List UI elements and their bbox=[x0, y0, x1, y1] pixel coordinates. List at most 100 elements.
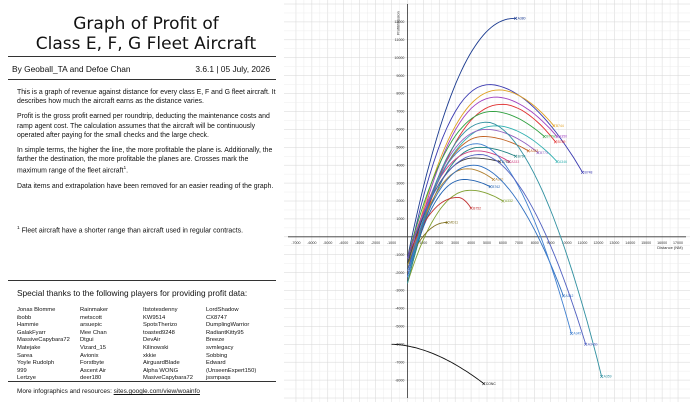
series-line bbox=[406, 121, 603, 377]
contributor-name: Jonas Blomme bbox=[17, 307, 56, 313]
byline: By Geoball_TA and Defoe Chan bbox=[12, 64, 131, 74]
page-title: Graph of Profit of Class E, F, G Fleet A… bbox=[35, 14, 257, 54]
series-line bbox=[391, 343, 485, 385]
x-tick-label: 12000 bbox=[593, 241, 603, 245]
x-tick-label: 9000 bbox=[547, 241, 555, 245]
range-marker bbox=[488, 185, 492, 189]
resources-link[interactable]: sites.google.com/view/woainfo bbox=[113, 388, 200, 395]
y-tick-label: 6000 bbox=[396, 128, 404, 132]
contributor-name: DumplingWarrior bbox=[206, 322, 250, 329]
x-tick-label: 1000 bbox=[419, 241, 427, 245]
x-tick-label: 5000 bbox=[483, 241, 491, 245]
x-tick-label: -2000 bbox=[371, 241, 380, 245]
range-marker bbox=[584, 342, 588, 346]
series-line bbox=[406, 111, 545, 259]
contributor-name: arsuepic bbox=[80, 322, 102, 329]
range-marker bbox=[555, 134, 559, 139]
x-tick-label: -7000 bbox=[291, 241, 300, 245]
divider bbox=[8, 56, 276, 57]
series-line bbox=[406, 196, 472, 259]
divider bbox=[8, 79, 276, 80]
series-label: A343 bbox=[530, 149, 538, 153]
contributor-name: GalakFyarr bbox=[17, 329, 46, 336]
range-marker bbox=[501, 199, 505, 203]
series-label: A359 bbox=[604, 375, 612, 379]
x-tick-label: -3000 bbox=[355, 241, 364, 245]
series-label: A346 bbox=[559, 160, 567, 164]
y-tick-label: 5000 bbox=[396, 145, 404, 149]
range-marker bbox=[561, 294, 566, 298]
range-marker bbox=[580, 170, 585, 174]
series-line bbox=[406, 143, 572, 334]
series-label: A380 bbox=[518, 17, 526, 21]
contributor-name: Dtgui bbox=[80, 337, 94, 344]
contributor-name: Vizard_15 bbox=[80, 344, 106, 351]
series-label: A345 bbox=[573, 332, 581, 336]
x-axis-label: Distance (NM) bbox=[657, 245, 683, 250]
contributor-name: Sobbing bbox=[206, 352, 228, 359]
y-tick-label: -4000 bbox=[395, 307, 404, 311]
series-line bbox=[406, 164, 564, 297]
contributor-name: Alpha WONG bbox=[143, 367, 179, 374]
contributor-name: Mee Chan bbox=[80, 329, 107, 336]
paragraph-simple: In simple terms, the higher the line, th… bbox=[17, 147, 273, 175]
contributor-name: Rainmaker bbox=[80, 307, 109, 313]
contributor-name: MasiveCapybara72 bbox=[143, 375, 193, 382]
contributor-name: Breeze bbox=[206, 337, 225, 344]
resources-line: More infographics and resources: sites.g… bbox=[17, 388, 200, 395]
contributor-name: Itstotesdenny bbox=[143, 307, 178, 313]
x-tick-label: 14000 bbox=[625, 241, 635, 245]
x-tick-label: -5000 bbox=[323, 241, 332, 245]
description: This is a graph of revenue against dista… bbox=[17, 88, 279, 197]
range-marker bbox=[507, 159, 511, 164]
series-line bbox=[406, 84, 583, 265]
range-marker bbox=[542, 134, 546, 139]
y-tick-label: 1000 bbox=[396, 217, 404, 221]
y-tick-label: -7000 bbox=[395, 360, 404, 364]
y-tick-label: -2000 bbox=[395, 271, 404, 275]
contributor-name: deer180 bbox=[80, 375, 102, 382]
x-tick-label: 8000 bbox=[531, 241, 539, 245]
x-tick-label: 3000 bbox=[451, 241, 459, 245]
contributor-name: Matejake bbox=[17, 344, 41, 351]
range-marker bbox=[555, 159, 559, 164]
series-line bbox=[406, 128, 539, 271]
y-tick-label: 3000 bbox=[396, 181, 404, 185]
x-tick-label: -4000 bbox=[339, 241, 348, 245]
y-tick-label: 9000 bbox=[396, 74, 404, 78]
contributor-name: Avionix bbox=[80, 352, 99, 359]
thanks-list: Jonas Blomme ibobb Hammie GalakFyarr Massive… bbox=[17, 307, 269, 383]
thanks-heading: Special thanks to the following players … bbox=[17, 288, 248, 298]
range-marker bbox=[514, 16, 518, 20]
paragraph-note: Data items and extrapolation have been r… bbox=[17, 182, 274, 190]
series-label: B77W bbox=[546, 135, 556, 139]
thanks-column: Jonas Blomme ibobb Hammie GalakFyarr Massive… bbox=[17, 307, 80, 383]
series-label: A346b bbox=[588, 342, 598, 346]
y-tick-label: -3000 bbox=[395, 289, 404, 293]
version-date: 3.6.1 | 05 July, 2026 bbox=[195, 64, 270, 74]
thanks-column: Itstotesdenny KW9514 SpotsTherizo toasted92… bbox=[143, 307, 206, 383]
x-tick-label: 2000 bbox=[435, 241, 443, 245]
contributor-name: xkkie bbox=[143, 352, 157, 359]
divider bbox=[8, 381, 276, 382]
y-tick-label: 12000 bbox=[394, 20, 404, 24]
y-tick-label: 7000 bbox=[396, 110, 404, 114]
y-tick-label: 11000 bbox=[395, 38, 405, 42]
range-marker bbox=[536, 151, 540, 155]
y-axis-label: Profit/Mission bbox=[395, 11, 400, 35]
series-label: A310 bbox=[495, 178, 503, 182]
x-tick-label: 4000 bbox=[467, 241, 475, 245]
range-marker bbox=[526, 149, 531, 153]
contributor-name: Edward bbox=[206, 360, 226, 367]
y-tick-label: -5000 bbox=[395, 325, 404, 329]
contributor-name: Yoyle Rudolph bbox=[17, 360, 55, 367]
range-marker bbox=[553, 140, 558, 144]
y-tick-label: 4000 bbox=[396, 163, 404, 167]
contributor-name: CX8747 bbox=[206, 314, 227, 321]
contributor-name: Lertzye bbox=[17, 375, 37, 382]
range-marker bbox=[491, 177, 495, 182]
contributor-name: SpotsTherizo bbox=[143, 322, 178, 329]
series-line bbox=[406, 96, 558, 278]
contributor-name: jssmpaqs bbox=[206, 375, 231, 382]
contributor-name: DevAir bbox=[143, 337, 161, 344]
